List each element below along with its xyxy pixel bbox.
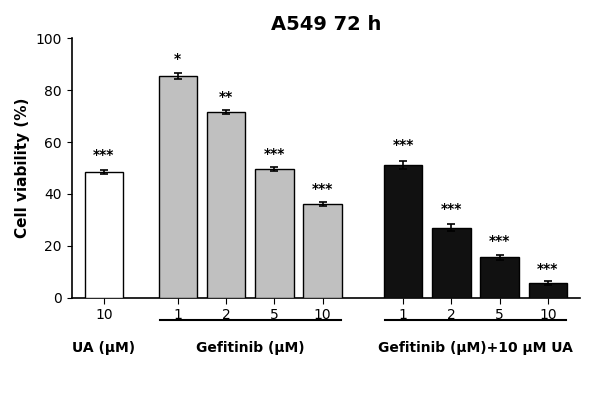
Text: ***: *** — [537, 262, 559, 276]
Bar — [384, 165, 422, 298]
Text: ***: *** — [264, 147, 285, 161]
Text: UA (μM): UA (μM) — [72, 341, 136, 355]
Text: *: * — [174, 51, 181, 66]
Text: **: ** — [219, 90, 233, 104]
Text: ***: *** — [312, 182, 333, 196]
Bar — [255, 169, 294, 298]
Text: ***: *** — [93, 148, 114, 162]
Text: Gefitinib (μM)+10 μM UA: Gefitinib (μM)+10 μM UA — [378, 341, 573, 355]
Bar — [480, 257, 519, 298]
Title: A549 72 h: A549 72 h — [271, 15, 381, 34]
Bar — [528, 283, 567, 298]
Text: ***: *** — [441, 202, 462, 216]
Bar — [432, 228, 471, 298]
Text: ***: *** — [489, 234, 511, 248]
Text: Gefitinib (μM): Gefitinib (μM) — [196, 341, 305, 355]
Y-axis label: Cell viability (%): Cell viability (%) — [15, 98, 30, 238]
Bar — [158, 76, 197, 298]
Bar — [207, 112, 245, 298]
Bar — [303, 204, 342, 298]
Bar — [84, 172, 123, 298]
Text: ***: *** — [392, 139, 414, 152]
